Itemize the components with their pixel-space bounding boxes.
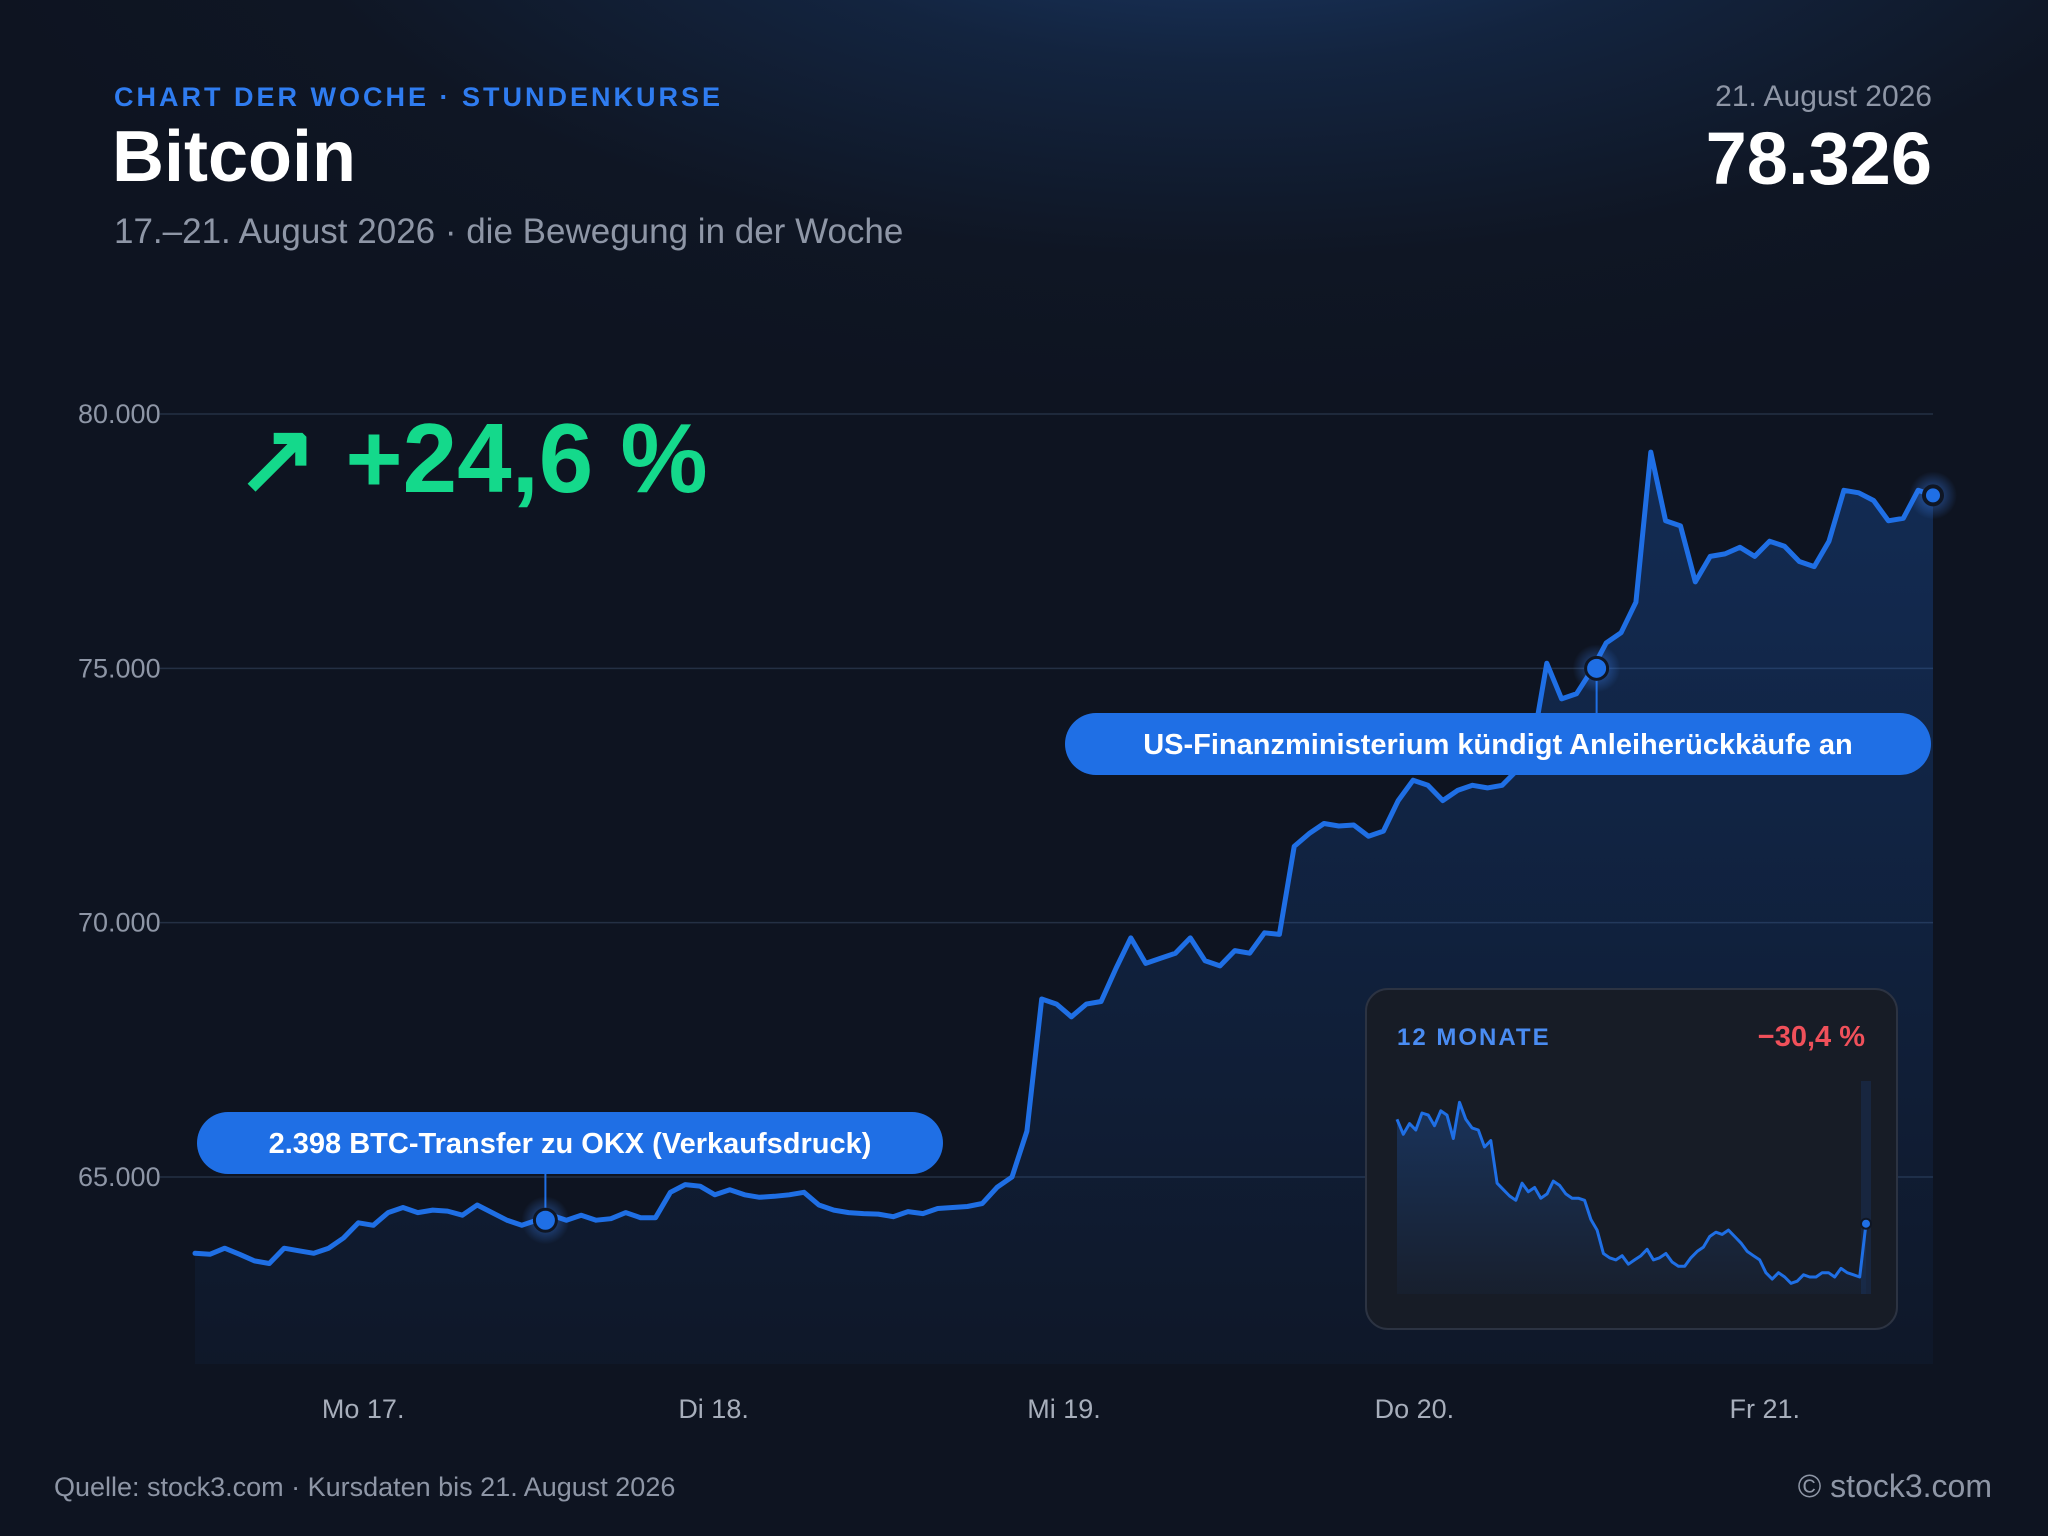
x-tick-label: Fr 21. <box>1730 1394 1801 1424</box>
current-price: 78.326 <box>1705 117 1932 200</box>
y-tick-label: 80.000 <box>78 399 161 429</box>
inset-end-point <box>1860 1217 1872 1230</box>
footer-source: Quelle: stock3.com · Kursdaten bis 21. A… <box>54 1472 676 1502</box>
event-marker <box>1584 655 1610 681</box>
y-tick-label: 75.000 <box>78 653 161 683</box>
event-marker <box>532 1207 558 1233</box>
x-tick-label: Do 20. <box>1375 1394 1455 1424</box>
inset-12-months: 12 MONATE −30,4 % <box>1365 988 1898 1330</box>
x-axis: Mo 17. Di 18. Mi 19. Do 20. Fr 21. <box>322 1394 1800 1424</box>
event-markers <box>521 471 1957 1245</box>
inset-change: −30,4 % <box>1758 1021 1865 1053</box>
price-date: 21. August 2026 <box>1715 80 1932 113</box>
chart-kicker: CHART DER WOCHE · STUNDENKURSE <box>114 82 723 112</box>
y-tick-label: 65.000 <box>78 1162 161 1192</box>
footer-copyright: © stock3.com <box>1797 1468 1992 1504</box>
inset-title: 12 MONATE <box>1397 1024 1551 1051</box>
inset-series-line <box>1395 1100 1868 1285</box>
inset-area <box>1397 1102 1866 1294</box>
annotation-text: 2.398 BTC-Transfer zu OKX (Verkaufsdruck… <box>269 1128 872 1160</box>
price-series-line <box>192 449 1936 1266</box>
x-tick-label: Di 18. <box>678 1394 749 1424</box>
annotations: 2.398 BTC-Transfer zu OKX (Verkaufsdruck… <box>197 668 1931 1221</box>
weekly-change: ↗ +24,6 % <box>236 403 708 513</box>
chart-title: Bitcoin <box>112 117 356 197</box>
chart-subtitle: 17.–21. August 2026 · die Bewegung in de… <box>114 212 904 251</box>
annotation-pill <box>1065 713 1931 775</box>
annotation-text: US-Finanzministerium kündigt Anleiherück… <box>1143 729 1853 761</box>
x-tick-label: Mo 17. <box>322 1394 405 1424</box>
inset-highlight-band <box>1861 1081 1871 1294</box>
y-axis: 65.000 70.000 75.000 80.000 <box>78 399 161 1192</box>
annotation-pill <box>197 1112 943 1174</box>
x-tick-label: Mi 19. <box>1027 1394 1101 1424</box>
latest-price-point <box>1922 484 1944 507</box>
y-tick-label: 70.000 <box>78 908 161 938</box>
